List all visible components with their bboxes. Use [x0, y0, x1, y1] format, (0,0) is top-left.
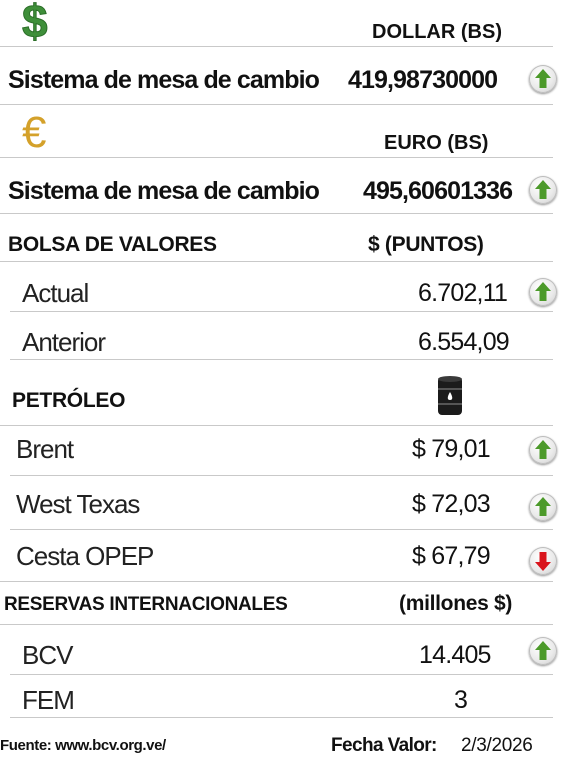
west-texas-label: West Texas: [16, 489, 140, 519]
dollar-label: Sistema de mesa de cambio: [8, 66, 320, 94]
dollar-value: 419,98730000: [348, 66, 498, 94]
divider: [10, 674, 553, 675]
cesta-opep-value: $ 67,79: [412, 542, 491, 570]
bolsa-anterior-value: 6.554,09: [418, 328, 510, 356]
divider: [10, 475, 553, 476]
divider: [10, 717, 553, 718]
divider: [10, 359, 553, 360]
source-text: Fuente: www.bcv.org.ve/: [0, 737, 166, 754]
fem-label: FEM: [22, 685, 75, 715]
reservas-unit: (millones $): [399, 592, 513, 615]
cesta-opep-label: Cesta OPEP: [16, 541, 154, 571]
bolsa-actual-label: Actual: [22, 278, 89, 308]
divider: [0, 46, 553, 47]
brent-label: Brent: [16, 434, 74, 464]
trend-up-icon: [529, 493, 557, 521]
date-value: 2/3/2026: [461, 735, 533, 756]
divider: [0, 213, 553, 214]
euro-sign-icon: €: [22, 108, 47, 157]
bolsa-anterior-label: Anterior: [22, 327, 106, 357]
trend-up-icon: [529, 278, 557, 306]
divider: [0, 581, 553, 582]
brent-value: $ 79,01: [412, 435, 491, 463]
oil-barrel-icon: [436, 375, 464, 422]
divider: [0, 261, 553, 262]
trend-up-icon: [529, 176, 557, 204]
dollar-header: DOLLAR (BS): [372, 21, 502, 43]
divider: [0, 157, 553, 158]
trend-up-icon: [529, 436, 557, 464]
divider: [10, 529, 553, 530]
reservas-header: RESERVAS INTERNACIONALES: [4, 594, 288, 615]
divider: [0, 104, 553, 105]
divider: [0, 624, 553, 625]
bcv-label: BCV: [22, 640, 73, 670]
divider: [10, 311, 553, 312]
euro-value: 495,60601336: [363, 177, 513, 205]
bolsa-header: BOLSA DE VALORES: [8, 233, 217, 256]
divider: [0, 425, 553, 426]
dollar-sign-icon: $: [22, 0, 49, 48]
trend-up-icon: [529, 637, 557, 665]
trend-down-icon: [529, 547, 557, 575]
west-texas-value: $ 72,03: [412, 490, 491, 518]
date-label: Fecha Valor:: [331, 735, 437, 756]
bcv-value: 14.405: [419, 641, 491, 669]
euro-label: Sistema de mesa de cambio: [8, 177, 320, 205]
trend-up-icon: [529, 65, 557, 93]
euro-header: EURO (BS): [384, 132, 489, 154]
petroleo-header: PETRÓLEO: [12, 389, 126, 412]
bolsa-actual-value: 6.702,11: [418, 279, 508, 307]
fem-value: 3: [454, 686, 468, 714]
bolsa-unit: $ (PUNTOS): [368, 233, 484, 256]
